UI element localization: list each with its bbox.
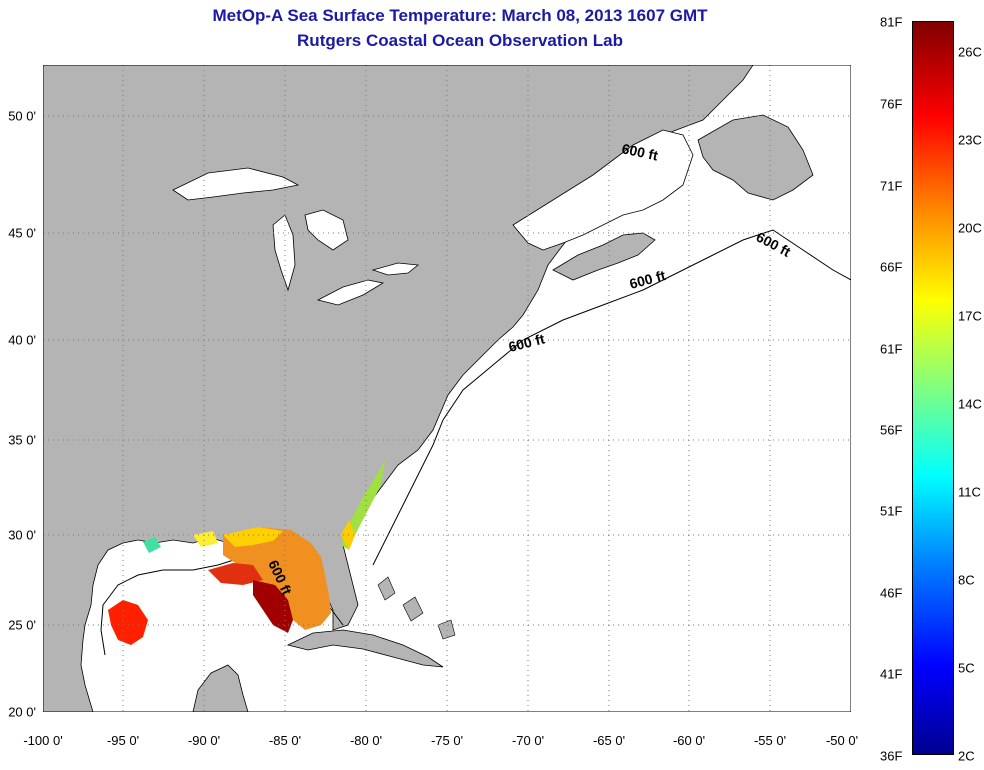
cuba-land [286,629,444,668]
colorbar-f-56: 56F [880,422,903,438]
colorbar-f-61: 61F [880,341,903,357]
colorbar-f-46: 46F [880,585,903,601]
nova-scotia-land [552,232,656,281]
lon-tick-85: -85 0' [268,733,302,748]
sst-map: 600 ft 600 ft 600 ft 600 ft 600 ft [43,65,851,712]
lon-tick-50: -50 0' [825,733,859,748]
lat-tick-20: 20 0' [8,704,36,720]
colorbar-c-26: 26C [958,44,982,60]
colorbar-f-66: 66F [880,259,903,275]
isobath-label-georges: 600 ft [620,140,659,163]
colorbar-c-2: 2C [958,748,975,764]
colorbar-f-81: 81F [880,14,903,30]
colorbar-f-51: 51F [880,503,903,519]
sst-gulf [108,527,331,645]
newfoundland-land [697,114,814,201]
colorbar-c-20: 20C [958,220,982,236]
colorbar-f-41: 41F [880,666,903,682]
colorbar-f-36: 36F [880,748,903,764]
map-title: MetOp-A Sea Surface Temperature: March 0… [212,6,708,25]
colorbar-c-17: 17C [958,308,982,324]
lon-tick-75: -75 0' [430,733,464,748]
colorbar-c-14: 14C [958,396,982,412]
colorbar-f-71: 71F [880,178,903,194]
lon-tick-90: -90 0' [187,733,221,748]
colorbar-c-5: 5C [958,660,975,676]
colorbar-c-8: 8C [958,572,975,588]
lon-tick-80: -80 0' [349,733,383,748]
lon-tick-100: -100 0' [23,733,63,748]
lon-tick-55: -55 0' [753,733,787,748]
lat-tick-25: 25 0' [8,617,36,633]
isobath-600ft-atlantic [372,229,851,566]
map-subtitle: Rutgers Coastal Ocean Observation Lab [297,31,623,50]
lon-tick-65: -65 0' [592,733,626,748]
colorbar-c-23: 23C [958,132,982,148]
colorbar-f-76: 76F [880,96,903,112]
yucatan-land [192,664,249,712]
lat-tick-45: 45 0' [8,225,36,241]
lat-tick-40: 40 0' [8,332,36,348]
lat-tick-30: 30 0' [8,527,36,543]
lat-tick-35: 35 0' [8,432,36,448]
temperature-colorbar [912,21,954,755]
colorbar-c-11: 11C [958,484,981,500]
great-lakes [172,167,420,306]
st-lawrence-gulf [512,129,694,251]
lon-tick-95: -95 0' [106,733,140,748]
bahamas-islands [377,576,456,640]
lat-tick-50: 50 0' [8,108,36,124]
lon-tick-70: -70 0' [511,733,545,748]
lon-tick-60: -60 0' [672,733,706,748]
